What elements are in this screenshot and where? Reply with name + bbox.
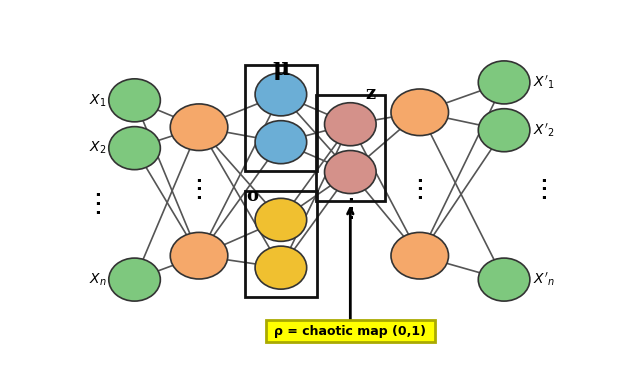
Ellipse shape xyxy=(255,246,307,289)
Text: σ: σ xyxy=(246,187,259,205)
Ellipse shape xyxy=(255,198,307,241)
Bar xyxy=(316,95,385,201)
Text: $X'_1$: $X'_1$ xyxy=(533,74,554,91)
Bar xyxy=(266,320,435,342)
Text: $X'_2$: $X'_2$ xyxy=(533,121,554,139)
Text: .: . xyxy=(196,168,202,185)
Text: $X_1$: $X_1$ xyxy=(89,92,106,109)
Ellipse shape xyxy=(391,232,449,279)
Ellipse shape xyxy=(109,126,161,170)
Ellipse shape xyxy=(255,121,307,164)
Text: μ: μ xyxy=(272,55,289,80)
Ellipse shape xyxy=(170,104,228,151)
Text: .: . xyxy=(347,187,354,205)
Ellipse shape xyxy=(109,258,161,301)
Ellipse shape xyxy=(391,89,449,135)
Ellipse shape xyxy=(324,151,376,194)
Text: .: . xyxy=(94,191,100,210)
Text: .: . xyxy=(196,177,202,194)
Text: .: . xyxy=(94,200,100,218)
Text: .: . xyxy=(196,185,202,203)
Bar xyxy=(245,66,317,171)
Text: .: . xyxy=(347,205,354,223)
Text: ρ = chaotic map (0,1): ρ = chaotic map (0,1) xyxy=(275,325,426,338)
Ellipse shape xyxy=(170,232,228,279)
Text: z: z xyxy=(365,85,375,103)
Text: $X_2$: $X_2$ xyxy=(89,140,106,156)
Ellipse shape xyxy=(478,258,530,301)
Text: .: . xyxy=(540,168,547,185)
Ellipse shape xyxy=(324,103,376,146)
Ellipse shape xyxy=(255,73,307,116)
Text: .: . xyxy=(417,168,423,185)
Text: .: . xyxy=(540,177,547,194)
Text: .: . xyxy=(540,185,547,203)
Bar xyxy=(245,191,317,296)
Ellipse shape xyxy=(109,79,161,122)
Text: .: . xyxy=(347,196,354,214)
Ellipse shape xyxy=(478,61,530,104)
Text: $X'_n$: $X'_n$ xyxy=(533,271,555,288)
Text: $X_n$: $X_n$ xyxy=(88,271,106,288)
Text: .: . xyxy=(94,182,100,201)
Text: .: . xyxy=(417,177,423,194)
Ellipse shape xyxy=(478,109,530,152)
Text: .: . xyxy=(417,185,423,203)
